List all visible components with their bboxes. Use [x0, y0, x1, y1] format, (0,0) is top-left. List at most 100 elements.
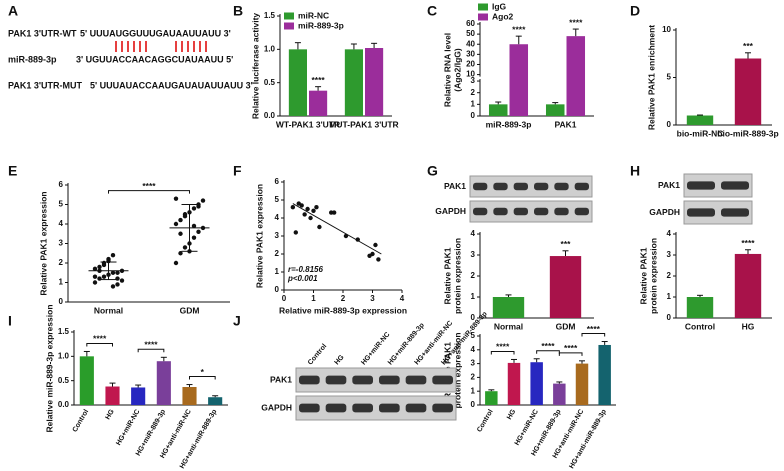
- significance-bracket: [86, 342, 113, 347]
- x-axis-label: Relative miR-889-3p expression: [279, 305, 407, 315]
- x-tick-label: HG+miR-NC: [514, 408, 540, 446]
- y-axis-label: protein expression: [452, 332, 462, 408]
- data-point: [182, 245, 188, 250]
- y-tick-label: 0: [471, 111, 476, 120]
- x-tick-label: MUT-PAK1 3'UTR: [329, 119, 398, 129]
- x-tick-label: Normal: [494, 321, 523, 331]
- blot-row-label: PAK1: [658, 180, 680, 190]
- significance-bracket: [108, 190, 190, 194]
- bar: [575, 363, 589, 405]
- blot-band: [493, 207, 508, 216]
- bar: [686, 115, 714, 125]
- data-point: [290, 205, 296, 210]
- sequence: 5' UUUAUGGUUUGAUAAUUAUU 3': [80, 28, 231, 38]
- x-tick-label: WT-PAK1 3'UTR: [276, 119, 340, 129]
- sequence: 5' UUUAUACCAAUGAUAUAUUAUU 3': [90, 80, 253, 90]
- bar: [182, 386, 197, 405]
- blot-row-label: GAPDH: [649, 207, 680, 217]
- data-point: [101, 262, 107, 268]
- y-tick-label: 4: [667, 229, 672, 238]
- blot-column-label: HG: [334, 354, 346, 367]
- blot-column-label: HG+anti-miR-889-3p: [440, 311, 488, 367]
- blot-strip: [295, 367, 457, 393]
- data-point: [191, 206, 197, 211]
- significance-label: ****: [741, 238, 755, 248]
- blot-band: [299, 375, 320, 385]
- y-tick-label: 3: [471, 76, 476, 85]
- y-tick-label: 50: [466, 29, 475, 38]
- x-tick-label: 3: [370, 294, 375, 303]
- y-tick-label: 0.5: [58, 376, 70, 385]
- data-point: [173, 196, 179, 201]
- sequence-panel: PAK1 3'UTR-WT 5' UUUAUGGUUUGAUAAUUAUU 3'…: [8, 28, 253, 90]
- significance-bracket: [490, 350, 515, 355]
- data-point: [314, 205, 319, 210]
- data-point: [115, 270, 120, 275]
- significance-bracket: [189, 376, 216, 380]
- bar: [686, 297, 714, 318]
- bar: [598, 344, 611, 405]
- blot-band: [473, 207, 488, 216]
- data-point: [92, 280, 98, 285]
- x-tick-label: bio-miR-NC: [677, 128, 724, 138]
- y-tick-label: 0: [471, 400, 476, 409]
- x-tick-label: Control: [476, 408, 495, 433]
- blot-strip: [683, 173, 753, 198]
- y-tick-label: 4: [471, 345, 476, 354]
- data-point: [173, 221, 179, 227]
- data-point: [110, 253, 116, 258]
- blot-band: [379, 375, 400, 385]
- bar: [156, 361, 171, 405]
- legend-label: IgG: [492, 1, 507, 11]
- blot-row-label: GAPDH: [261, 402, 292, 412]
- bar: [734, 58, 762, 125]
- y-axis-label: Relative PAK1 expression: [38, 191, 48, 295]
- blot-strip: [469, 200, 593, 223]
- blot-band: [513, 207, 528, 216]
- blot-band: [432, 375, 453, 385]
- data-point: [182, 212, 188, 217]
- y-tick-label: 3: [667, 250, 672, 259]
- y-axis-label: Relative PAK1 enrichment: [646, 25, 656, 130]
- x-tick-label: HG: [742, 321, 755, 331]
- y-tick-label: 0.5: [264, 78, 276, 87]
- panel-label: D: [630, 3, 640, 19]
- x-tick-label: HG+miR-NC: [115, 408, 141, 446]
- y-tick-label: 10: [466, 70, 475, 79]
- panel-label: E: [8, 163, 17, 179]
- y-tick-label: 3: [275, 231, 280, 240]
- y-tick-label: 2: [275, 249, 280, 258]
- significance-label: ***: [743, 41, 754, 51]
- blot-band: [574, 182, 589, 191]
- y-tick-label: 60: [466, 19, 475, 28]
- y-axis-label: Relative PAK1: [638, 247, 648, 304]
- data-point: [101, 274, 107, 279]
- y-tick-label: 6: [59, 180, 64, 189]
- y-tick-label: 40: [466, 39, 475, 48]
- data-point: [370, 251, 375, 257]
- y-axis-label: Relative luciferase activity: [250, 13, 260, 120]
- y-tick-label: 1.0: [58, 351, 70, 360]
- bar: [734, 253, 762, 318]
- blot-band: [534, 207, 549, 216]
- y-tick-label: 30: [466, 49, 475, 58]
- y-axis-label: (Ago2/IgG): [452, 48, 462, 92]
- blot-strip: [295, 395, 457, 421]
- sequence-label: PAK1 3'UTR-MUT: [8, 80, 82, 90]
- bar: [365, 48, 384, 116]
- blot-band: [721, 181, 749, 190]
- bar: [208, 397, 223, 405]
- significance-label: ****: [496, 342, 510, 352]
- y-tick-label: 0: [275, 285, 280, 294]
- x-tick-label: GDM: [180, 305, 200, 315]
- y-tick-label: 1.5: [58, 327, 70, 336]
- x-tick-label: miR-889-3p: [486, 119, 532, 129]
- y-tick-label: 1: [59, 278, 64, 287]
- bar: [79, 356, 94, 405]
- significance-label: ****: [93, 334, 107, 344]
- y-tick-label: 2: [59, 258, 64, 267]
- bar: [507, 362, 521, 405]
- bar: [344, 49, 363, 117]
- bar: [509, 44, 529, 116]
- annotation: p<0.001: [287, 274, 318, 283]
